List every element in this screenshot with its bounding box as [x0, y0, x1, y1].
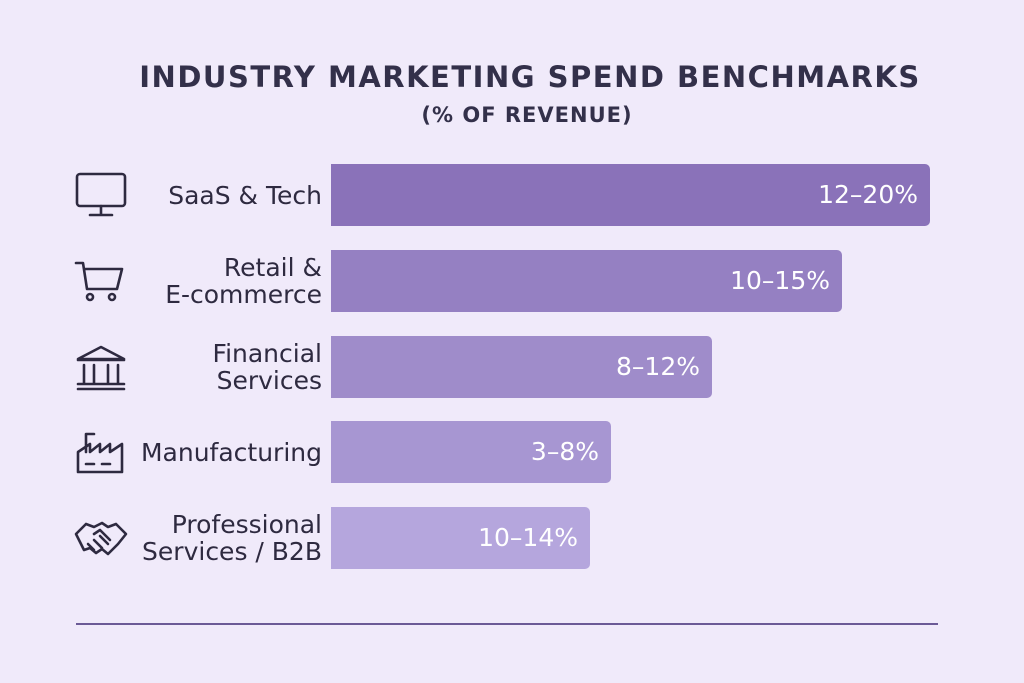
bar: 10–14% — [331, 507, 590, 569]
bar: 10–15% — [331, 250, 842, 312]
bar: 3–8% — [331, 421, 611, 483]
monitor-icon — [74, 171, 128, 219]
data-label: 10–15% — [730, 266, 830, 295]
data-label: 12–20% — [818, 180, 918, 209]
category-label: Financial Services — [212, 339, 322, 395]
bar-row: Professional Services / B2B 10–14% — [0, 507, 1024, 569]
category-label: Professional Services / B2B — [142, 510, 322, 566]
bar-row: Financial Services 8–12% — [0, 336, 1024, 398]
chart-subtitle: (% OF REVENUE) — [421, 103, 633, 127]
bar: 8–12% — [331, 336, 712, 398]
bar-row: Manufacturing 3–8% — [0, 421, 1024, 483]
chart-title: INDUSTRY MARKETING SPEND BENCHMARKS — [139, 60, 921, 94]
factory-icon — [74, 428, 128, 476]
data-label: 10–14% — [478, 523, 578, 552]
category-label: SaaS & Tech — [168, 180, 322, 210]
bar-row: Retail & E-commerce 10–15% — [0, 250, 1024, 312]
divider — [76, 623, 938, 625]
data-label: 8–12% — [616, 352, 700, 381]
data-label: 3–8% — [530, 437, 599, 466]
bar: 12–20% — [331, 164, 930, 226]
shopping-cart-icon — [74, 257, 128, 305]
bar-row: SaaS & Tech 12–20% — [0, 164, 1024, 226]
handshake-icon — [74, 514, 128, 562]
category-label: Retail & E-commerce — [165, 253, 322, 309]
category-label: Manufacturing — [140, 437, 322, 467]
bank-icon — [74, 343, 128, 391]
